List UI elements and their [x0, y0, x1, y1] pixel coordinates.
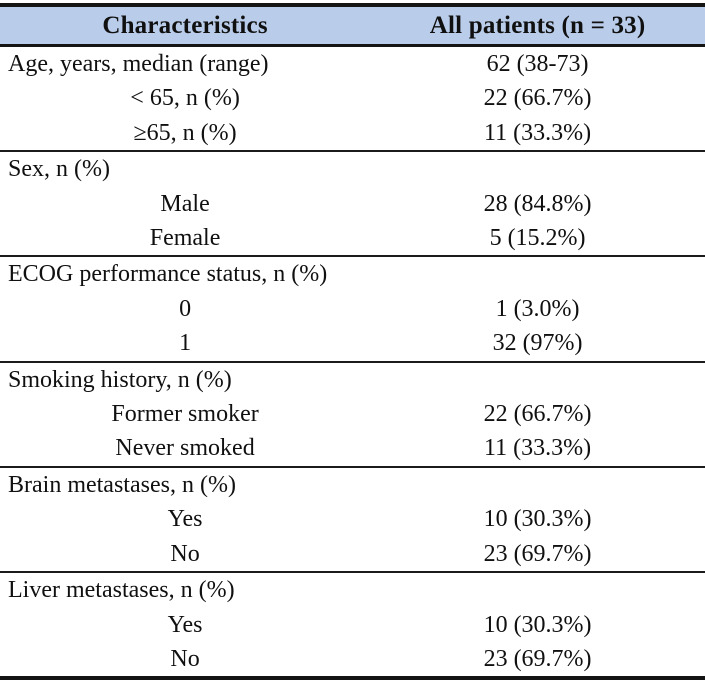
- row-value: [370, 467, 705, 502]
- row-value: 10 (30.3%): [483, 506, 592, 533]
- table-row: < 65, n (%) 22 (66.7%): [0, 81, 705, 115]
- row-value: [370, 362, 705, 397]
- characteristics-table: Characteristics All patients (n = 33) Ag…: [0, 3, 705, 680]
- table-row: Age, years, median (range) 62 (38-73): [0, 46, 705, 82]
- row-label: Former smoker: [111, 401, 259, 428]
- row-label: Male: [160, 190, 210, 217]
- row-label: No: [170, 540, 200, 567]
- table-row: ECOG performance status, n (%): [0, 256, 705, 291]
- table-row: 1 32 (97%): [0, 326, 705, 362]
- row-label: Brain metastases, n (%): [8, 471, 236, 498]
- table-row: ≥65, n (%) 11 (33.3%): [0, 116, 705, 152]
- table-row: Smoking history, n (%): [0, 362, 705, 397]
- patient-characteristics-table: Characteristics All patients (n = 33) Ag…: [0, 3, 705, 680]
- table-row: Brain metastases, n (%): [0, 467, 705, 502]
- row-value: 23 (69.7%): [483, 645, 592, 672]
- row-label: ≥65, n (%): [133, 119, 237, 146]
- table-row: Liver metastases, n (%): [0, 572, 705, 607]
- table-row: Sex, n (%): [0, 151, 705, 186]
- row-label: Sex, n (%): [8, 156, 110, 183]
- row-value: 32 (97%): [492, 330, 583, 357]
- table-row: Male 28 (84.8%): [0, 187, 705, 221]
- table-row: Yes 10 (30.3%): [0, 608, 705, 642]
- row-value: 22 (66.7%): [483, 401, 592, 428]
- row-label: Yes: [167, 506, 203, 533]
- table-row: No 23 (69.7%): [0, 537, 705, 573]
- table-row: Female 5 (15.2%): [0, 221, 705, 257]
- row-value: 5 (15.2%): [489, 225, 586, 252]
- row-value: 11 (33.3%): [484, 435, 592, 462]
- row-value: 1 (3.0%): [495, 295, 580, 322]
- row-label: No: [170, 645, 200, 672]
- table-row: Never smoked 11 (33.3%): [0, 431, 705, 467]
- row-label: < 65, n (%): [130, 85, 240, 112]
- row-value: 22 (66.7%): [483, 85, 592, 112]
- row-value: 28 (84.8%): [483, 190, 592, 217]
- row-label: 1: [179, 330, 192, 357]
- row-value: 23 (69.7%): [483, 540, 592, 567]
- table-header-row: Characteristics All patients (n = 33): [0, 5, 705, 46]
- row-value: 10 (30.3%): [483, 611, 592, 638]
- row-value: 11 (33.3%): [484, 119, 592, 146]
- row-value: [370, 572, 705, 607]
- row-label: ECOG performance status, n (%): [8, 261, 328, 288]
- row-label: Never smoked: [115, 435, 255, 462]
- table-row: 0 1 (3.0%): [0, 292, 705, 326]
- row-value: [370, 151, 705, 186]
- table-row: Yes 10 (30.3%): [0, 502, 705, 536]
- row-value: [370, 256, 705, 291]
- row-label: Female: [149, 225, 221, 252]
- row-label: 0: [179, 295, 192, 322]
- row-value: 62 (38-73): [486, 51, 589, 77]
- row-label: Liver metastases, n (%): [8, 577, 235, 604]
- row-label: Yes: [167, 611, 203, 638]
- table-row: No 23 (69.7%): [0, 642, 705, 679]
- table-row: Former smoker 22 (66.7%): [0, 397, 705, 431]
- row-label: Age, years, median (range): [8, 51, 269, 77]
- header-all-patients: All patients (n = 33): [429, 12, 646, 39]
- header-characteristics: Characteristics: [102, 12, 268, 39]
- row-label: Smoking history, n (%): [8, 366, 232, 393]
